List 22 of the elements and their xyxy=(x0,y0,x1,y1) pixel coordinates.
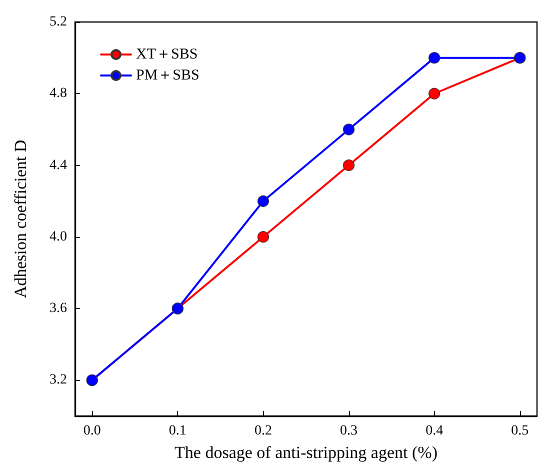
x-tick-label: 0.1 xyxy=(168,424,186,438)
point xyxy=(428,52,440,64)
x-tick-label: 0.2 xyxy=(254,424,272,438)
y-tick-label: 5.2 xyxy=(50,14,67,30)
point xyxy=(342,124,355,136)
y-tick-label: 3.6 xyxy=(50,301,67,316)
y-tick-label: 4.0 xyxy=(50,229,67,244)
legend-label: XT＋SBS xyxy=(136,46,198,62)
x-tick-label: 0.4 xyxy=(426,424,444,438)
x-tick-label: 0.5 xyxy=(511,424,529,438)
point xyxy=(257,231,270,243)
y-axis-title: Adhesion coefficient D xyxy=(11,140,30,298)
x-tick-label: 0.3 xyxy=(340,424,358,438)
point xyxy=(257,195,270,207)
y-tick-label: 3.2 xyxy=(50,372,67,388)
legend-label: PM＋SBS xyxy=(136,68,200,84)
x-axis-title: The dosage of anti-stripping agent (%) xyxy=(174,443,438,462)
x-tick-label: 0.0 xyxy=(83,424,101,438)
y-tick-label: 4.4 xyxy=(50,158,67,173)
point xyxy=(342,159,355,172)
y-tick-label: 4.8 xyxy=(50,86,67,102)
point xyxy=(428,88,440,100)
